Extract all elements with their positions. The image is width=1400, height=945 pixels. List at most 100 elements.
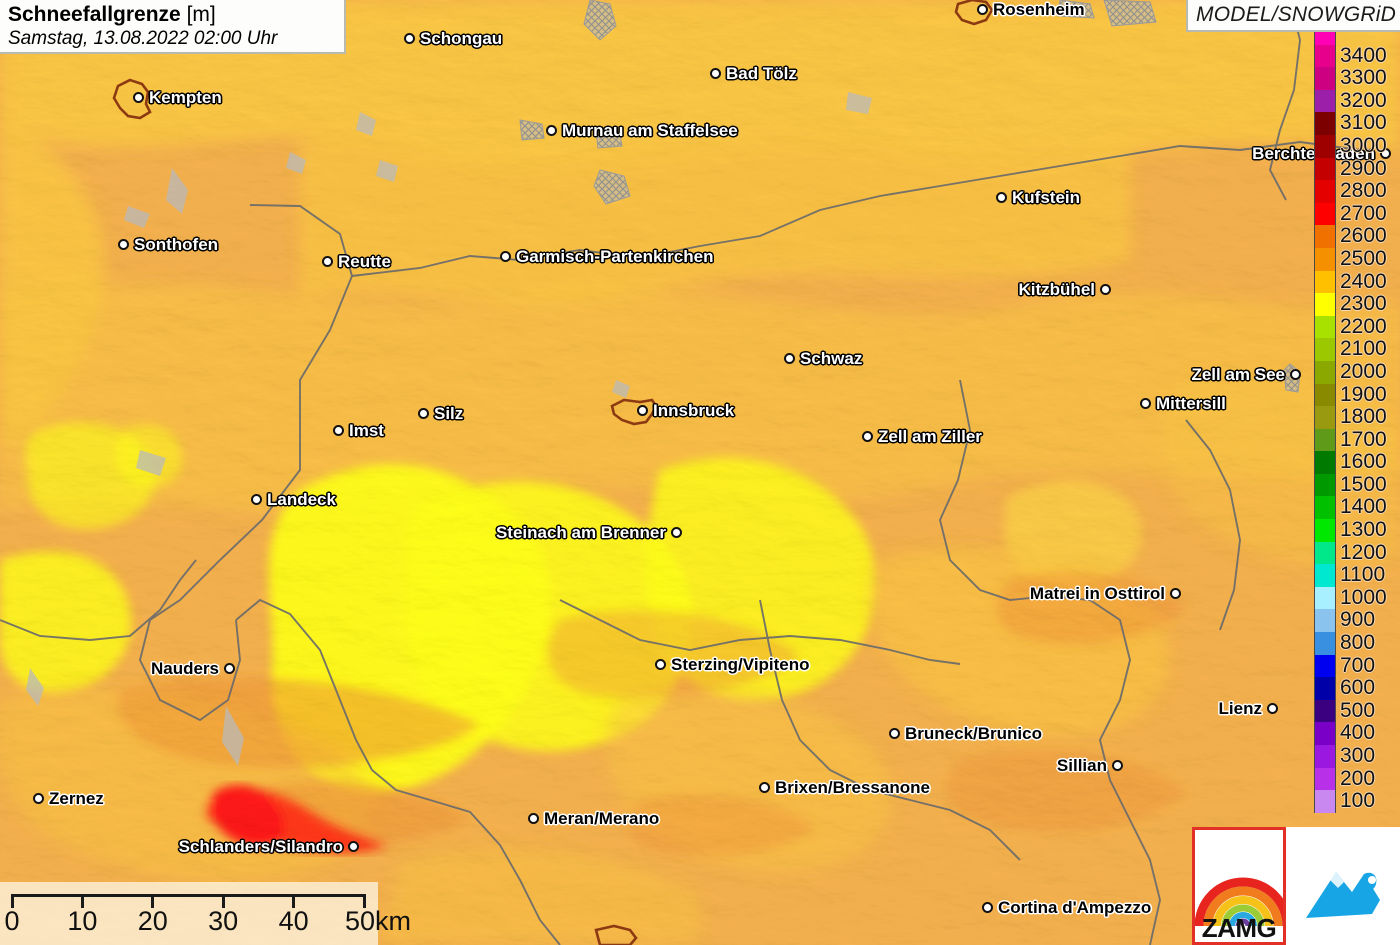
city-marker[interactable]: Nauders [151, 660, 235, 677]
city-marker[interactable]: Zernez [33, 790, 104, 807]
title-unit: [m] [186, 3, 216, 26]
legend-swatch [1314, 270, 1336, 294]
city-marker[interactable]: Zell am See [1191, 366, 1301, 383]
legend-entry-2800[interactable]: 2800 [1314, 180, 1400, 203]
legend-entry-3400[interactable]: 3400 [1314, 44, 1400, 68]
city-marker[interactable]: Reutte [322, 253, 391, 270]
legend-entry-3300[interactable]: 3300 [1314, 67, 1400, 90]
city-marker[interactable]: Bruneck/Brunico [889, 725, 1042, 742]
legend-entry-2300[interactable]: 2300 [1314, 293, 1400, 316]
legend-value-label: 2300 [1340, 292, 1387, 316]
legend-entry-800[interactable]: 800 [1314, 631, 1400, 655]
legend-colorbar[interactable]: 3500340033003200310030002900280027002600… [1314, 22, 1400, 813]
city-label: Zell am Ziller [878, 427, 982, 446]
legend-swatch [1314, 473, 1336, 497]
legend-entry-200[interactable]: 200 [1314, 767, 1400, 791]
city-marker[interactable]: Silz [418, 405, 463, 422]
city-marker[interactable]: Lienz [1219, 700, 1278, 717]
city-marker[interactable]: Innsbruck [637, 402, 734, 419]
city-marker[interactable]: Kufstein [996, 189, 1080, 206]
legend-entry-1800[interactable]: 1800 [1314, 405, 1400, 429]
city-marker[interactable]: Sterzing/Vipiteno [655, 656, 810, 673]
legend-entry-500[interactable]: 500 [1314, 699, 1400, 723]
legend-entry-1700[interactable]: 1700 [1314, 428, 1400, 452]
legend-entry-600[interactable]: 600 [1314, 677, 1400, 700]
city-marker[interactable]: Imst [333, 422, 384, 439]
zamg-logo[interactable]: ZAMG [1192, 827, 1286, 945]
city-marker[interactable]: Meran/Merano [528, 810, 659, 827]
city-marker[interactable]: Murnau am Staffelsee [546, 122, 738, 139]
legend-entry-1400[interactable]: 1400 [1314, 496, 1400, 520]
city-label: Schongau [420, 29, 503, 48]
legend-entry-2100[interactable]: 2100 [1314, 338, 1400, 361]
city-marker[interactable]: Zell am Ziller [862, 428, 982, 445]
legend-swatch [1314, 315, 1336, 339]
legend-value-label: 3100 [1340, 111, 1387, 135]
city-marker[interactable]: Rosenheim [977, 1, 1085, 18]
legend-entry-1300[interactable]: 1300 [1314, 518, 1400, 542]
city-marker[interactable]: Kitzbühel [1018, 280, 1111, 299]
legend-entry-1000[interactable]: 1000 [1314, 586, 1400, 610]
legend-entry-2700[interactable]: 2700 [1314, 202, 1400, 226]
city-marker[interactable]: Mittersill [1140, 395, 1226, 412]
legend-swatch [1314, 745, 1336, 768]
legend-swatch [1314, 722, 1336, 745]
legend-entry-2900[interactable]: 2900 [1314, 157, 1400, 181]
scale-tick-label: 40 [278, 906, 309, 936]
legend-entry-900[interactable]: 900 [1314, 609, 1400, 633]
city-marker[interactable]: Sillian [1057, 757, 1123, 774]
map-title-box: Schneefallgrenze [m] Samstag, 13.08.2022… [0, 0, 346, 54]
legend-entry-1100[interactable]: 1100 [1314, 564, 1400, 587]
city-label: Kufstein [1012, 188, 1080, 207]
city-marker[interactable]: Brixen/Bressanone [759, 779, 930, 796]
scale-tick [362, 894, 366, 908]
city-dot-icon [404, 33, 415, 44]
city-label: Schlanders/Silandro [178, 837, 343, 856]
legend-value-label: 3300 [1340, 66, 1387, 90]
city-marker[interactable]: Matrei in Osttirol [1030, 585, 1181, 602]
legend-entry-3100[interactable]: 3100 [1314, 112, 1400, 135]
city-marker[interactable]: Kempten [133, 89, 222, 106]
legend-entry-1600[interactable]: 1600 [1314, 451, 1400, 474]
city-dot-icon [982, 902, 993, 913]
legend-entry-2600[interactable]: 2600 [1314, 225, 1400, 248]
city-marker[interactable]: Cortina d'Ampezzo [982, 899, 1151, 916]
city-dot-icon [118, 239, 129, 250]
legend-entry-2000[interactable]: 2000 [1314, 360, 1400, 384]
legend-entry-400[interactable]: 400 [1314, 722, 1400, 745]
city-marker[interactable]: Sonthofen [118, 236, 218, 253]
legend-swatch [1314, 67, 1336, 90]
legend-entry-2400[interactable]: 2400 [1314, 270, 1400, 294]
snowgrid-mountain-logo[interactable] [1286, 827, 1400, 945]
city-dot-icon [671, 527, 682, 538]
city-marker[interactable]: Steinach am Brenner [496, 524, 682, 541]
legend-entry-1200[interactable]: 1200 [1314, 541, 1400, 565]
legend-entry-1900[interactable]: 1900 [1314, 383, 1400, 407]
legend-entry-700[interactable]: 700 [1314, 653, 1400, 678]
city-marker[interactable]: Bad Tölz [710, 65, 797, 82]
city-marker[interactable]: Schongau [404, 30, 502, 47]
city-dot-icon [33, 793, 44, 804]
city-dot-icon [862, 431, 873, 442]
legend-entry-3000[interactable]: 3000 [1314, 134, 1400, 158]
legend-entry-2200[interactable]: 2200 [1314, 315, 1400, 339]
legend-entry-3200[interactable]: 3200 [1314, 89, 1400, 113]
legend-swatch [1314, 496, 1336, 520]
city-marker[interactable]: Landeck [251, 491, 336, 508]
city-label: Kitzbühel [1018, 280, 1096, 299]
legend-value-label: 700 [1340, 653, 1376, 677]
city-marker[interactable]: Garmisch-Partenkirchen [500, 248, 713, 265]
city-dot-icon [333, 425, 344, 436]
legend-entry-300[interactable]: 300 [1314, 744, 1400, 768]
legend-entry-1500[interactable]: 1500 [1314, 473, 1400, 497]
zamg-wordmark: ZAMG [1201, 913, 1277, 943]
city-marker[interactable]: Schwaz [784, 350, 862, 367]
legend-swatch [1314, 247, 1336, 271]
city-marker[interactable]: Schlanders/Silandro [179, 838, 359, 855]
legend-entry-100[interactable]: 100 [1314, 790, 1400, 813]
city-marker[interactable]: Berchtesgaden [1252, 145, 1391, 162]
city-dot-icon [1170, 588, 1181, 599]
legend-entry-2500[interactable]: 2500 [1314, 247, 1400, 271]
